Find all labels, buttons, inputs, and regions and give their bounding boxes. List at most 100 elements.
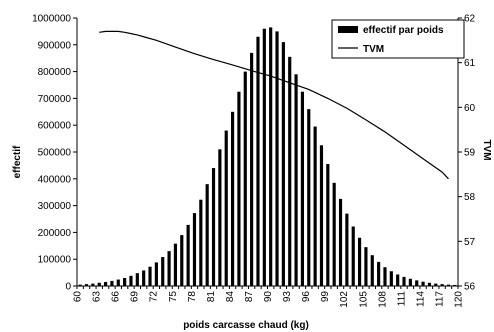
x-tick-labels: 60 63 66 69 72 75 78 81 84 87 90 93 96 99 102 105 108 111…: [73, 291, 465, 308]
y2-tick-label: 58: [464, 192, 476, 203]
y2-tick-label: 60: [464, 103, 476, 114]
legend-label-bars: effectif par poids: [363, 25, 444, 36]
bar: [237, 91, 241, 286]
bar: [256, 36, 260, 287]
bar: [135, 273, 139, 286]
bar: [250, 52, 254, 287]
x-tick-label: 69: [130, 291, 141, 303]
bar: [415, 280, 419, 286]
y2-tick-label: 56: [464, 282, 476, 293]
bar: [110, 280, 114, 286]
bar: [338, 198, 343, 286]
bar: [357, 237, 362, 286]
bar: [364, 247, 368, 286]
y2-tick-label: 57: [464, 237, 476, 248]
y-tick-label: 0: [65, 282, 71, 293]
x-tick-label: 102: [339, 291, 350, 308]
bar: [116, 279, 120, 286]
y-tick-label: 100000: [38, 255, 72, 266]
x-tick-label: 66: [111, 291, 122, 303]
bar: [351, 226, 355, 286]
x-tick-label: 81: [206, 291, 217, 303]
x-tick-label: 84: [225, 291, 236, 303]
x-tick-label: 90: [263, 291, 274, 303]
bar: [199, 199, 203, 286]
bar: [123, 277, 127, 286]
legend-label-line: TVM: [363, 44, 384, 55]
bar: [192, 213, 197, 286]
x-tick-label: 108: [377, 291, 388, 308]
bar: [300, 91, 305, 286]
x-tick-label: 93: [282, 291, 293, 303]
y-tick-label: 400000: [38, 174, 72, 185]
y2-tick-label: 59: [464, 148, 476, 159]
bar: [243, 71, 247, 286]
y-tick-label: 500000: [38, 148, 72, 159]
bar: [103, 281, 108, 286]
bar: [78, 284, 82, 286]
bar: [421, 281, 425, 286]
bar: [167, 251, 171, 286]
bar: [370, 255, 374, 286]
bar: [307, 109, 311, 287]
x-tick-label: 87: [244, 291, 255, 303]
x-tick-label: 75: [168, 291, 179, 303]
bar: [84, 284, 89, 286]
bar: [288, 56, 292, 286]
bar: [434, 283, 438, 286]
legend-swatch-bars: [338, 26, 358, 33]
bar: [230, 111, 235, 286]
bar: [281, 42, 285, 287]
bar: [446, 284, 451, 286]
y2-axis-title: TVM: [481, 139, 492, 160]
bar: [211, 168, 216, 286]
bar: [313, 126, 317, 286]
bar: [218, 149, 222, 286]
bar: [294, 74, 298, 286]
x-axis-title: poids carcasse chaud (kg): [183, 320, 309, 331]
bar: [319, 145, 324, 286]
legend: effectif par poids TVM: [331, 19, 465, 59]
x-tick-label: 111: [396, 291, 407, 307]
x-tick-label: 96: [301, 291, 312, 303]
y-tick-label: 900000: [38, 40, 72, 51]
bar: [326, 164, 330, 286]
bar: [262, 28, 266, 286]
y-tick-label: 600000: [38, 121, 72, 132]
x-tick-label: 63: [92, 291, 103, 303]
bar: [161, 257, 165, 286]
bar: [173, 243, 178, 286]
bar: [377, 261, 381, 286]
bar: [389, 271, 393, 286]
tvm-line: [99, 30, 449, 180]
bar: [345, 213, 349, 286]
y2-tick-labels: 56 57 58 59 60 61 62: [464, 14, 476, 293]
bar: [180, 235, 184, 286]
y-tick-label: 1000000: [32, 14, 71, 25]
y2-tick-label: 62: [464, 14, 476, 25]
bar: [97, 282, 101, 286]
bar: [396, 274, 400, 286]
y-axis-title: effectif: [12, 145, 23, 178]
bar: [402, 276, 406, 286]
x-tick-label: 114: [415, 291, 426, 307]
x-tick-label: 78: [187, 291, 198, 303]
x-tick-label: 60: [73, 291, 84, 303]
y-tick-label: 700000: [38, 94, 72, 105]
bar: [91, 283, 95, 286]
bar: [154, 262, 158, 286]
x-tick-label: 99: [320, 291, 331, 303]
x-tick-label: 105: [358, 291, 369, 308]
y-tick-label: 800000: [38, 67, 72, 78]
bar: [129, 275, 133, 286]
line-series: [99, 30, 449, 180]
x-tick-label: 72: [149, 291, 160, 303]
bar: [275, 31, 279, 287]
bar: [440, 284, 444, 286]
y2-tick-label: 61: [464, 58, 476, 69]
bar: [453, 284, 457, 286]
bar: [383, 267, 387, 286]
bar: [148, 266, 152, 286]
x-tick-label: 120: [454, 291, 465, 308]
bar: [427, 282, 432, 286]
